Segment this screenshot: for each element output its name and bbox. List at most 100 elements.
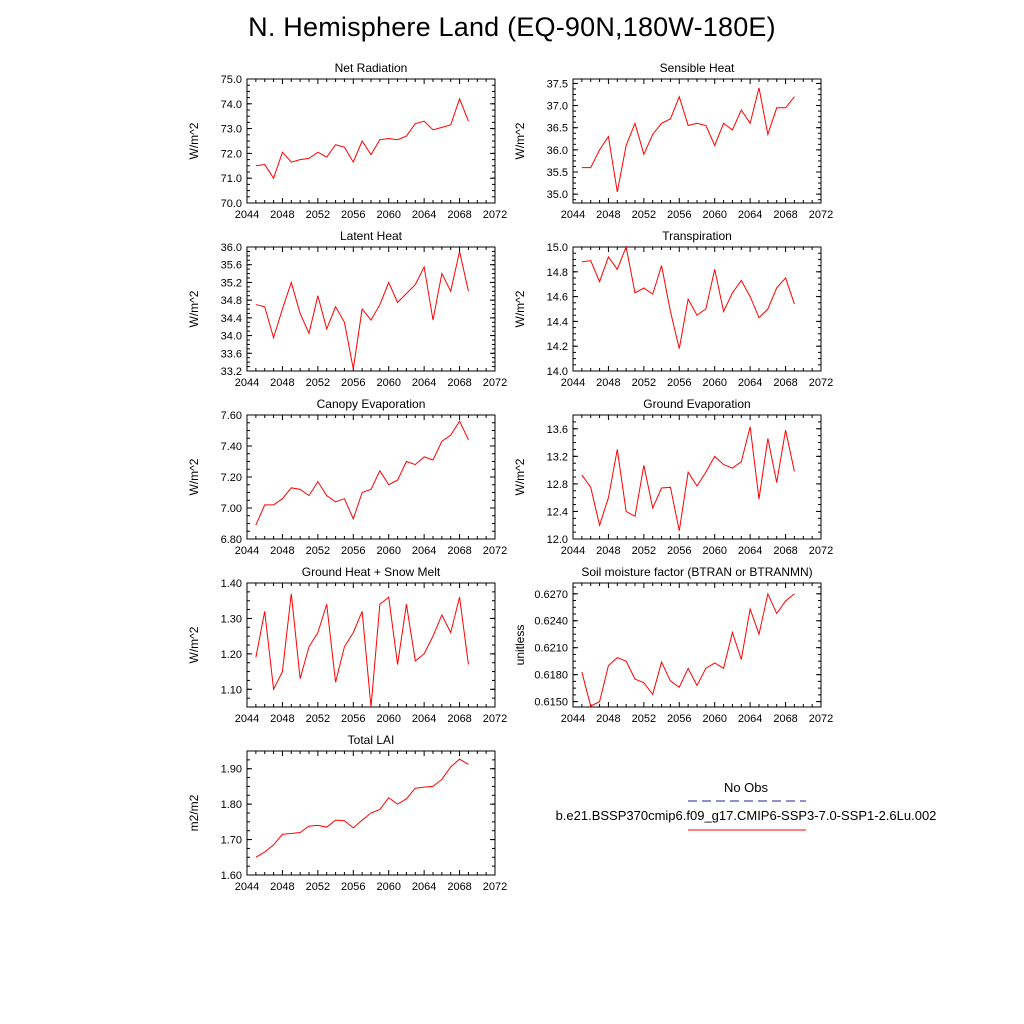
x-tick-label: 2056 [667, 377, 691, 389]
x-tick-label: 2056 [667, 713, 691, 725]
y-tick-label: 74.0 [221, 99, 242, 111]
x-tick-label: 2048 [596, 377, 620, 389]
y-tick-label: 34.0 [221, 331, 242, 343]
panel-title: Ground Evaporation [643, 397, 750, 411]
x-tick-label: 2068 [773, 209, 797, 221]
y-tick-label: 1.70 [221, 835, 242, 847]
x-tick-label: 2072 [483, 713, 507, 725]
y-tick-label: 15.0 [547, 242, 568, 254]
x-tick-label: 2060 [702, 545, 726, 557]
x-tick-label: 2072 [809, 377, 833, 389]
plot-frame [246, 78, 496, 204]
y-tick-label: 1.30 [221, 613, 242, 625]
y-axis-label: W/m^2 [513, 290, 527, 327]
y-axis-label: W/m^2 [187, 122, 201, 159]
y-tick-label: 7.60 [221, 410, 242, 422]
y-tick-label: 14.2 [547, 341, 568, 353]
y-tick-label: 14.6 [547, 292, 568, 304]
x-tick-label: 2044 [561, 545, 585, 557]
panel-title: Net Radiation [335, 61, 408, 75]
x-tick-label: 2060 [702, 377, 726, 389]
x-tick-label: 2072 [809, 209, 833, 221]
panel-8: Soil moisture factor (BTRAN or BTRANMN) u… [513, 565, 833, 725]
x-tick-label: 2044 [235, 545, 259, 557]
panel-title: Ground Heat + Snow Melt [302, 565, 441, 579]
series-line [581, 245, 795, 349]
y-tick-label: 1.90 [221, 764, 242, 776]
plot-frame [572, 582, 822, 708]
x-tick-label: 2056 [667, 209, 691, 221]
x-tick-label: 2064 [412, 209, 436, 221]
series-line [255, 420, 469, 526]
y-tick-label: 7.00 [221, 503, 242, 515]
x-tick-label: 2064 [412, 713, 436, 725]
x-tick-label: 2060 [376, 713, 400, 725]
plot-frame [572, 246, 822, 372]
x-tick-label: 2048 [270, 713, 294, 725]
x-tick-label: 2064 [738, 377, 762, 389]
plot-frame [246, 414, 496, 540]
y-tick-label: 36.0 [221, 242, 242, 254]
y-tick-label: 13.2 [547, 451, 568, 463]
panel-6: Ground Evaporation W/m^2 2044 2048 2052 2056 2… [513, 397, 833, 557]
x-tick-label: 2068 [773, 713, 797, 725]
series-line [581, 87, 795, 193]
series-line [581, 592, 795, 707]
x-tick-label: 2072 [809, 713, 833, 725]
legend-model-label: b.e21.BSSP370cmip6.f09_g17.CMIP6-SSP3-7.… [556, 808, 937, 823]
x-tick-label: 2044 [561, 209, 585, 221]
y-tick-label: 7.20 [221, 472, 242, 484]
y-axis-label: W/m^2 [187, 458, 201, 495]
panel-1: Net Radiation W/m^2 2044 2048 2052 2056 2060 20… [187, 61, 507, 221]
panel-7: Ground Heat + Snow Melt W/m^2 2044 2048 2052… [187, 565, 507, 725]
x-tick-label: 2044 [561, 713, 585, 725]
y-tick-label: 1.60 [221, 870, 242, 882]
y-tick-label: 0.6150 [534, 697, 568, 709]
x-tick-label: 2068 [447, 377, 471, 389]
y-tick-label: 36.0 [547, 145, 568, 157]
y-tick-label: 1.80 [221, 799, 242, 811]
panel-2: Sensible Heat W/m^2 2044 2048 2052 2056 2060 20… [513, 61, 833, 221]
x-tick-label: 2064 [738, 209, 762, 221]
x-tick-label: 2052 [632, 377, 656, 389]
x-tick-label: 2060 [702, 209, 726, 221]
y-tick-label: 14.4 [547, 316, 568, 328]
legend-obs-label: No Obs [724, 780, 769, 795]
legend: No Obs b.e21.BSSP370cmip6.f09_g17.CMIP6-S… [556, 780, 937, 831]
x-tick-label: 2072 [483, 545, 507, 557]
x-tick-label: 2064 [738, 545, 762, 557]
series-line [255, 593, 469, 708]
y-tick-label: 33.2 [221, 366, 242, 378]
panel-title: Transpiration [662, 229, 732, 243]
y-tick-label: 0.6240 [534, 616, 568, 628]
y-tick-label: 14.8 [547, 267, 568, 279]
x-tick-label: 2056 [667, 545, 691, 557]
y-tick-label: 13.6 [547, 424, 568, 436]
x-tick-label: 2068 [773, 545, 797, 557]
panel-5: Canopy Evaporation W/m^2 2044 2048 2052 2056 2… [187, 397, 507, 557]
x-tick-label: 2068 [773, 377, 797, 389]
x-tick-label: 2044 [235, 209, 259, 221]
plot-frame [246, 582, 496, 708]
y-tick-label: 35.6 [221, 260, 242, 272]
x-tick-label: 2044 [235, 713, 259, 725]
y-tick-label: 37.5 [547, 78, 568, 90]
x-tick-label: 2060 [376, 377, 400, 389]
x-tick-label: 2064 [738, 713, 762, 725]
series-line [255, 97, 469, 180]
x-tick-label: 2052 [306, 209, 330, 221]
y-tick-label: 73.0 [221, 124, 242, 136]
x-tick-label: 2048 [270, 881, 294, 893]
x-tick-label: 2068 [447, 209, 471, 221]
x-tick-label: 2072 [483, 377, 507, 389]
y-tick-label: 35.2 [221, 277, 242, 289]
x-tick-label: 2052 [632, 209, 656, 221]
x-tick-label: 2064 [412, 377, 436, 389]
plot-frame [572, 78, 822, 204]
x-tick-label: 2060 [376, 209, 400, 221]
page-title: N. Hemisphere Land (EQ-90N,180W-180E) [248, 12, 776, 42]
x-tick-label: 2056 [341, 209, 365, 221]
y-tick-label: 75.0 [221, 74, 242, 86]
y-tick-label: 6.80 [221, 534, 242, 546]
panel-4: Transpiration W/m^2 2044 2048 2052 2056 2060 20… [513, 229, 833, 389]
